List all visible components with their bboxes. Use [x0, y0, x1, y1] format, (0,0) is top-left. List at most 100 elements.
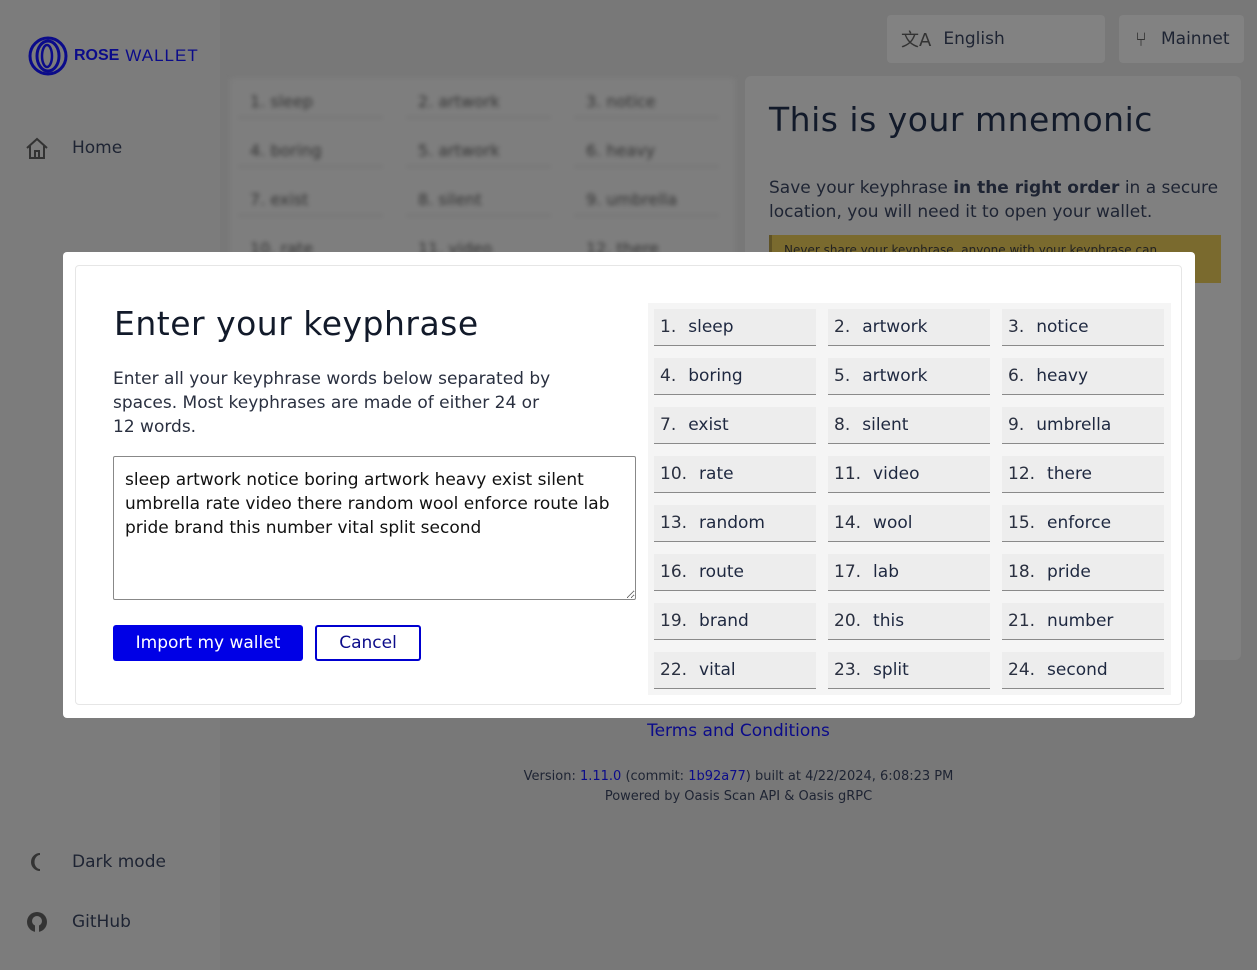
word-index: 13.: [660, 513, 688, 533]
background-word-cell: 9. umbrella: [574, 182, 719, 216]
network-fork-icon: ⑂: [1135, 27, 1147, 51]
sidebar-item-home[interactable]: Home: [24, 135, 122, 161]
word-cell: 18. pride: [1002, 554, 1164, 591]
background-mnemonic-grid: 1. sleep 2. artwork 3. notice 4. boring 5. a…: [230, 78, 735, 265]
sidebar-item-label: Home: [72, 138, 123, 158]
word-cell: 22. vital: [654, 652, 816, 689]
translate-icon: 文A: [901, 30, 932, 51]
word-index: 5.: [834, 366, 851, 386]
word-index: 2.: [834, 317, 851, 337]
word-cell: 7. exist: [654, 407, 816, 444]
word-cell: 17. lab: [828, 554, 990, 591]
word-index: 18.: [1008, 562, 1036, 582]
background-word-cell: 5. artwork: [406, 133, 551, 167]
word-cell: 19. brand: [654, 603, 816, 640]
word-index: 9.: [1008, 415, 1025, 435]
word-cell: 14. wool: [828, 505, 990, 542]
word-text: heavy: [1036, 366, 1089, 386]
text-bold: in the right order: [953, 178, 1120, 198]
word-cell: 11. video: [828, 456, 990, 493]
word-index: 15.: [1008, 513, 1036, 533]
text: Version:: [523, 769, 580, 784]
text: ) built at 4/22/2024, 6:08:23 PM: [745, 769, 954, 784]
word-index: 7.: [660, 415, 677, 435]
background-word-cell: 7. exist: [238, 182, 383, 216]
word-text: silent: [438, 190, 482, 209]
word-text: exist: [688, 415, 729, 435]
rose-wallet-logo[interactable]: ROSE WALLET: [28, 36, 199, 76]
modal-content: Enter your keyphrase Enter all your keyp…: [75, 265, 1182, 705]
word-index: 23.: [834, 660, 862, 680]
import-wallet-button[interactable]: Import my wallet: [113, 625, 303, 661]
cancel-button[interactable]: Cancel: [315, 625, 421, 661]
word-text: umbrella: [606, 190, 678, 209]
word-text: second: [1047, 660, 1108, 680]
word-text: random: [699, 513, 765, 533]
word-index: 3.: [586, 92, 607, 111]
word-index: 1.: [250, 92, 271, 111]
language-selector[interactable]: 文A English: [887, 15, 1105, 63]
word-cell: 15. enforce: [1002, 505, 1164, 542]
word-index: 4.: [660, 366, 677, 386]
version-info: Version: 1.11.0 (commit: 1b92a77) built …: [220, 769, 1257, 784]
word-cell: 20. this: [828, 603, 990, 640]
word-text: umbrella: [1036, 415, 1112, 435]
word-text: silent: [862, 415, 909, 435]
word-index: 2.: [418, 92, 439, 111]
word-text: boring: [688, 366, 743, 386]
terms-link[interactable]: Terms and Conditions: [647, 721, 830, 741]
word-cell: 1. sleep: [654, 309, 816, 346]
rose-logo-icon: [28, 36, 68, 76]
word-cell: 24. second: [1002, 652, 1164, 689]
mnemonic-description: Save your keyphrase in the right order i…: [769, 176, 1229, 224]
word-text: boring: [270, 141, 322, 160]
background-word-cell: 1. sleep: [238, 84, 383, 118]
commit-link[interactable]: 1b92a77: [688, 769, 746, 784]
network-selector[interactable]: ⑂ Mainnet: [1119, 15, 1244, 63]
powered-by: Powered by Oasis Scan API & Oasis gRPC: [604, 789, 873, 804]
word-text: rate: [699, 464, 734, 484]
word-cell: 21. number: [1002, 603, 1164, 640]
word-text: notice: [1036, 317, 1089, 337]
import-keyphrase-modal: Enter your keyphrase Enter all your keyp…: [63, 252, 1195, 718]
terms-link-row: Terms and Conditions: [220, 721, 1257, 741]
word-text: route: [699, 562, 744, 582]
word-index: 5.: [418, 141, 439, 160]
background-word-cell: 2. artwork: [406, 84, 551, 118]
word-index: 8.: [834, 415, 851, 435]
word-index: 11.: [834, 464, 862, 484]
word-cell: 8. silent: [828, 407, 990, 444]
keyphrase-word-grid: 1. sleep 2. artwork 3. notice 4. boring 5. artwor…: [648, 303, 1171, 695]
text: (commit:: [621, 769, 689, 784]
word-text: pride: [1047, 562, 1091, 582]
word-index: 10.: [660, 464, 688, 484]
modal-description: Enter all your keyphrase words below sep…: [113, 369, 551, 437]
background-word-cell: 3. notice: [574, 84, 719, 118]
word-text: artwork: [438, 141, 500, 160]
word-text: brand: [699, 611, 749, 631]
word-index: 14.: [834, 513, 862, 533]
sidebar-item-label: Dark mode: [72, 852, 166, 872]
word-cell: 6. heavy: [1002, 358, 1164, 395]
word-text: enforce: [1047, 513, 1112, 533]
sidebar-item-dark-mode[interactable]: Dark mode: [24, 849, 166, 875]
word-cell: 9. umbrella: [1002, 407, 1164, 444]
word-text: number: [1047, 611, 1114, 631]
word-index: 22.: [660, 660, 688, 680]
version-link[interactable]: 1.11.0: [579, 769, 622, 784]
word-index: 6.: [1008, 366, 1025, 386]
keyphrase-input[interactable]: sleep artwork notice boring artwork heav…: [113, 456, 636, 600]
word-cell: 13. random: [654, 505, 816, 542]
word-text: exist: [270, 190, 309, 209]
word-index: 3.: [1008, 317, 1025, 337]
github-icon: [24, 909, 50, 935]
word-index: 20.: [834, 611, 862, 631]
word-text: lab: [873, 562, 899, 582]
logo-text-light: WALLET: [125, 46, 199, 65]
home-icon: [24, 135, 50, 161]
language-label: English: [943, 29, 1005, 49]
word-cell: 3. notice: [1002, 309, 1164, 346]
sidebar-item-github[interactable]: GitHub: [24, 909, 131, 935]
background-word-cell: 6. heavy: [574, 133, 719, 167]
word-cell: 4. boring: [654, 358, 816, 395]
